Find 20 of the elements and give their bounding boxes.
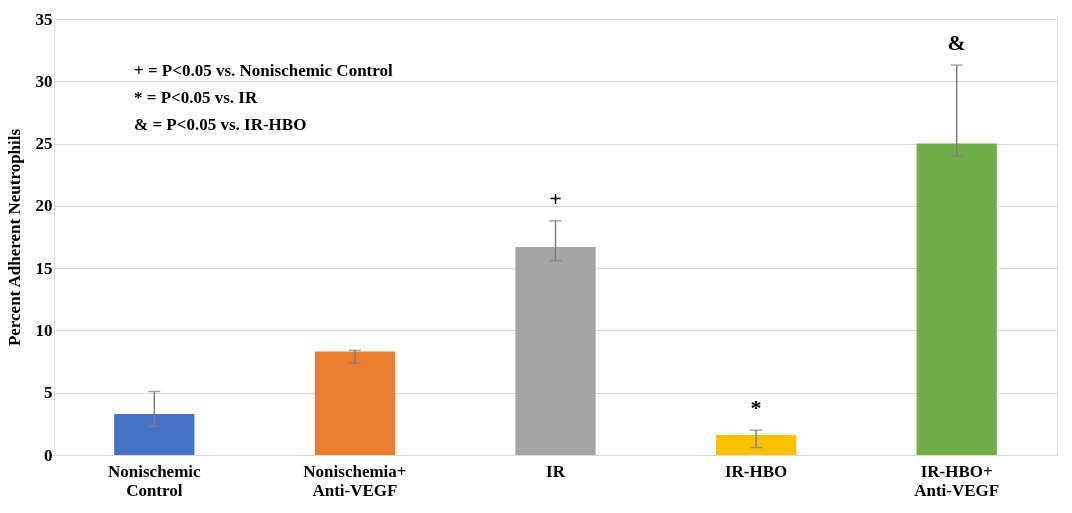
annotation: & xyxy=(947,30,966,56)
y-tick-label: 0 xyxy=(44,445,53,465)
x-tick-label: Nonischemic Control xyxy=(108,461,202,500)
x-tick-label: IR-HBO+ Anti-VEGF xyxy=(914,461,1000,500)
y-tick-label: 35 xyxy=(35,9,53,29)
y-tick-label: 30 xyxy=(35,71,53,91)
y-tick-label: 15 xyxy=(35,258,53,278)
annotation: * xyxy=(750,395,762,421)
y-tick-label: 20 xyxy=(35,196,53,216)
annotation: * = P<0.05 vs. IR xyxy=(134,88,258,107)
y-tick-label: 10 xyxy=(35,320,53,340)
x-tick-label: Nonischemia+ Anti-VEGF xyxy=(303,461,407,500)
x-tick-label: IR-HBO xyxy=(724,461,788,481)
y-axis-title: Percent Adherent Neutrophils xyxy=(4,128,24,347)
y-tick-label: 5 xyxy=(44,383,53,403)
annotation: & = P<0.05 vs. IR-HBO xyxy=(134,115,307,134)
annotation: + xyxy=(549,185,562,211)
x-tick-label: IR xyxy=(546,461,566,481)
annotation: + = P<0.05 vs. Nonischemic Control xyxy=(134,61,393,80)
y-tick-label: 25 xyxy=(35,134,53,154)
